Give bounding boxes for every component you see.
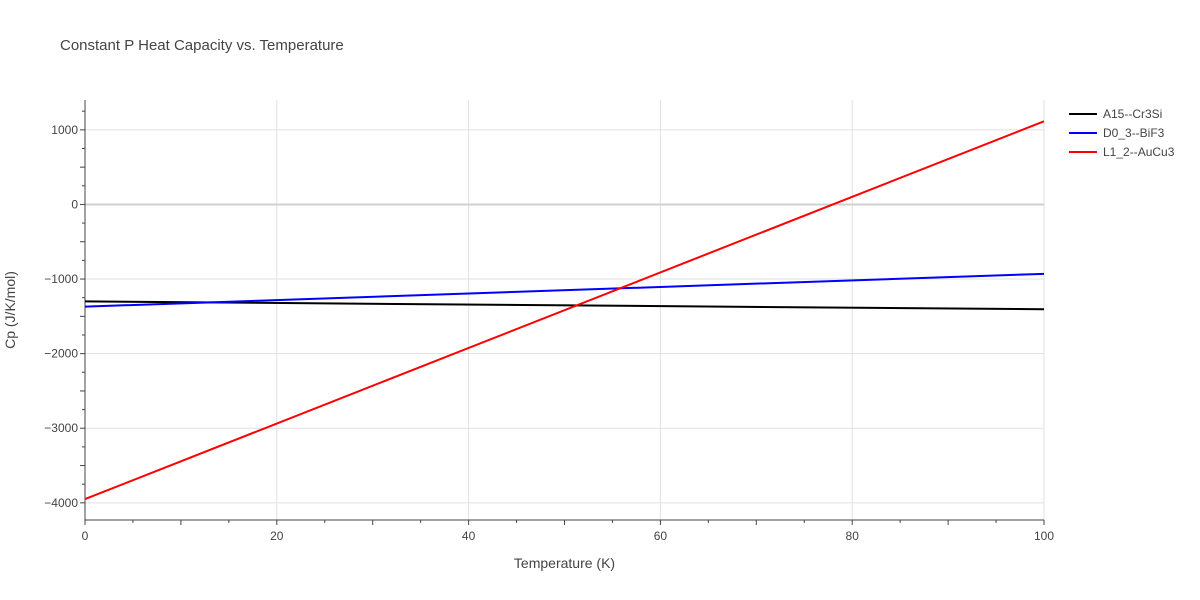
y-tick-label: −4000	[44, 496, 78, 510]
legend-label: A15--Cr3Si	[1103, 107, 1162, 121]
x-axis-title: Temperature (K)	[514, 555, 615, 571]
chart-title: Constant P Heat Capacity vs. Temperature	[60, 37, 344, 54]
series-line-0	[84, 300, 1045, 311]
legend-label: D0_3--BiF3	[1103, 126, 1165, 140]
x-tick-labels: 0 20 40 60 80 100	[82, 529, 1055, 543]
x-tick-label: 20	[270, 529, 284, 543]
series-layer	[84, 120, 1045, 501]
series-line-1	[84, 272, 1045, 308]
x-tick-label: 60	[654, 529, 668, 543]
x-tick-label: 0	[82, 529, 89, 543]
y-tick-label: 1000	[51, 123, 78, 137]
y-tick-labels: −4000 −3000 −2000 −1000 0 1000	[44, 123, 78, 510]
y-axis-title: Cp (J/K/mol)	[2, 271, 18, 349]
x-tick-label: 40	[462, 529, 476, 543]
y-tick-label: −3000	[44, 421, 78, 435]
y-tick-label: −2000	[44, 347, 78, 361]
legend: A15--Cr3Si D0_3--BiF3 L1_2--AuCu3	[1069, 107, 1175, 159]
series-line-2	[84, 120, 1045, 501]
x-tick-label: 80	[846, 529, 860, 543]
axes	[80, 100, 1045, 525]
y-tick-label: −1000	[44, 272, 78, 286]
legend-label: L1_2--AuCu3	[1103, 145, 1175, 159]
x-tick-label: 100	[1034, 529, 1054, 543]
y-tick-label: 0	[71, 197, 78, 211]
